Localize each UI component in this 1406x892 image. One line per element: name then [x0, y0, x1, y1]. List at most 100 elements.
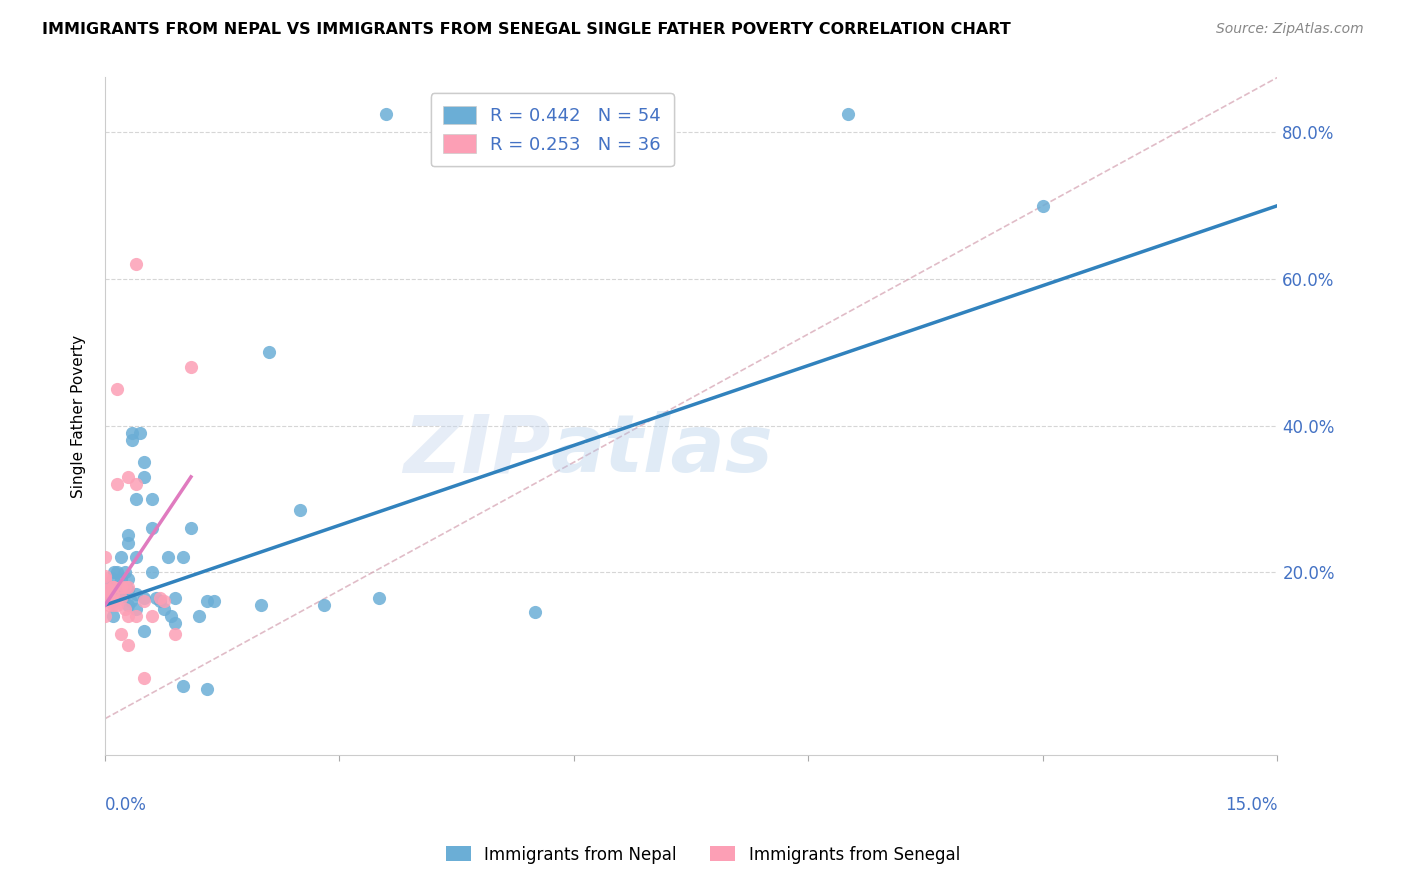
- Point: [97, 583, 120, 598]
- Point: [117, 573, 139, 587]
- Point: [141, 521, 163, 535]
- Point: [152, 594, 174, 608]
- Point: [110, 591, 132, 605]
- Point: [523, 606, 546, 620]
- Point: [94, 573, 117, 587]
- Point: [101, 573, 124, 587]
- Point: [101, 587, 124, 601]
- Point: [145, 591, 167, 605]
- Point: [117, 536, 139, 550]
- Point: [94, 583, 117, 598]
- Point: [172, 550, 194, 565]
- Point: [1032, 199, 1054, 213]
- Point: [290, 503, 312, 517]
- Point: [101, 580, 124, 594]
- Point: [110, 580, 132, 594]
- Point: [97, 587, 120, 601]
- Legend: R = 0.442   N = 54, R = 0.253   N = 36: R = 0.442 N = 54, R = 0.253 N = 36: [430, 94, 673, 166]
- Point: [257, 345, 280, 359]
- Point: [160, 609, 183, 624]
- Point: [114, 601, 136, 615]
- Point: [120, 594, 142, 608]
- Y-axis label: Single Father Poverty: Single Father Poverty: [72, 334, 86, 498]
- Point: [165, 591, 187, 605]
- Point: [125, 491, 148, 506]
- Point: [125, 550, 148, 565]
- Point: [125, 257, 148, 271]
- Point: [195, 594, 218, 608]
- Point: [202, 594, 225, 608]
- Point: [132, 624, 155, 638]
- Text: Source: ZipAtlas.com: Source: ZipAtlas.com: [1216, 22, 1364, 37]
- Point: [180, 521, 202, 535]
- Point: [105, 598, 128, 612]
- Point: [105, 382, 128, 396]
- Point: [132, 455, 155, 469]
- Point: [110, 550, 132, 565]
- Point: [156, 550, 179, 565]
- Point: [101, 609, 124, 624]
- Point: [141, 491, 163, 506]
- Point: [117, 609, 139, 624]
- Point: [101, 580, 124, 594]
- Point: [141, 565, 163, 579]
- Text: ZIP: ZIP: [404, 411, 551, 490]
- Text: 15.0%: 15.0%: [1225, 796, 1278, 814]
- Point: [125, 609, 148, 624]
- Text: 0.0%: 0.0%: [105, 796, 146, 814]
- Point: [165, 627, 187, 641]
- Point: [105, 565, 128, 579]
- Text: IMMIGRANTS FROM NEPAL VS IMMIGRANTS FROM SENEGAL SINGLE FATHER POVERTY CORRELATI: IMMIGRANTS FROM NEPAL VS IMMIGRANTS FROM…: [42, 22, 1011, 37]
- Point: [117, 639, 139, 653]
- Point: [94, 550, 117, 565]
- Point: [110, 573, 132, 587]
- Point: [117, 580, 139, 594]
- Point: [105, 477, 128, 491]
- Point: [117, 470, 139, 484]
- Point: [129, 425, 152, 440]
- Point: [94, 591, 117, 605]
- Point: [121, 425, 143, 440]
- Point: [97, 598, 120, 612]
- Point: [312, 598, 335, 612]
- Point: [165, 616, 187, 631]
- Point: [132, 672, 155, 686]
- Point: [132, 470, 155, 484]
- Point: [152, 601, 174, 615]
- Point: [94, 609, 117, 624]
- Point: [105, 587, 128, 601]
- Point: [103, 565, 125, 579]
- Point: [125, 601, 148, 615]
- Point: [837, 107, 859, 121]
- Point: [96, 580, 118, 594]
- Point: [121, 434, 143, 448]
- Point: [114, 565, 136, 579]
- Legend: Immigrants from Nepal, Immigrants from Senegal: Immigrants from Nepal, Immigrants from S…: [440, 839, 966, 871]
- Point: [117, 583, 139, 598]
- Point: [149, 591, 172, 605]
- Point: [180, 359, 202, 374]
- Point: [117, 528, 139, 542]
- Point: [375, 107, 398, 121]
- Point: [187, 609, 209, 624]
- Point: [111, 587, 134, 601]
- Point: [125, 477, 148, 491]
- Point: [101, 594, 124, 608]
- Point: [94, 569, 117, 583]
- Point: [132, 594, 155, 608]
- Point: [250, 598, 273, 612]
- Point: [97, 587, 120, 601]
- Point: [172, 679, 194, 693]
- Point: [132, 591, 155, 605]
- Point: [101, 598, 124, 612]
- Point: [117, 598, 139, 612]
- Point: [110, 627, 132, 641]
- Point: [195, 682, 218, 697]
- Point: [367, 591, 389, 605]
- Point: [125, 587, 148, 601]
- Point: [149, 594, 172, 608]
- Point: [110, 580, 132, 594]
- Text: atlas: atlas: [551, 411, 773, 490]
- Point: [114, 580, 136, 594]
- Point: [141, 609, 163, 624]
